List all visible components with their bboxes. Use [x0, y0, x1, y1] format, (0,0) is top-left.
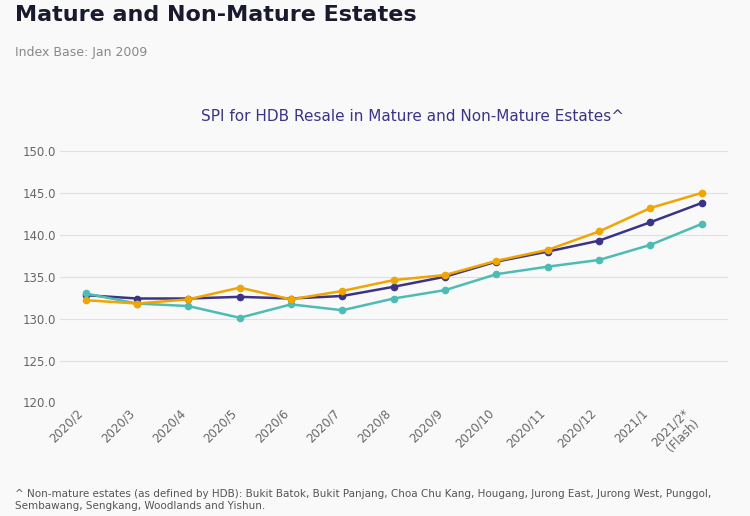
Text: ^ Non-mature estates (as defined by HDB): Bukit Batok, Bukit Panjang, Choa Chu K: ^ Non-mature estates (as defined by HDB)… — [15, 489, 711, 511]
Overall — [389, 284, 398, 290]
Mature Estates — [338, 307, 347, 313]
Mature Estates — [81, 291, 90, 297]
Mature Estates — [492, 271, 501, 277]
Overall — [286, 295, 296, 301]
Mature Estates — [698, 221, 706, 227]
Line: Non-mature Estates: Non-mature Estates — [82, 190, 705, 307]
Non-mature Estates — [236, 284, 244, 291]
Mature Estates — [543, 264, 552, 270]
Non-mature Estates — [286, 296, 296, 302]
Mature Estates — [389, 295, 398, 301]
Non-mature Estates — [543, 247, 552, 253]
Overall — [595, 237, 604, 244]
Mature Estates — [236, 315, 244, 321]
Line: Mature Estates: Mature Estates — [82, 221, 705, 321]
Overall — [543, 249, 552, 255]
Line: Overall: Overall — [82, 200, 705, 302]
Overall — [81, 292, 90, 298]
Non-mature Estates — [389, 277, 398, 283]
Mature Estates — [286, 301, 296, 308]
Overall — [184, 295, 193, 301]
Non-mature Estates — [698, 190, 706, 196]
Non-mature Estates — [646, 205, 655, 211]
Overall — [698, 200, 706, 206]
Overall — [646, 219, 655, 225]
Mature Estates — [184, 303, 193, 309]
Text: Mature and Non-Mature Estates: Mature and Non-Mature Estates — [15, 5, 417, 25]
Non-mature Estates — [440, 272, 449, 278]
Text: Index Base: Jan 2009: Index Base: Jan 2009 — [15, 46, 147, 59]
Non-mature Estates — [81, 297, 90, 303]
Overall — [133, 295, 142, 301]
Overall — [338, 293, 347, 299]
Overall — [236, 294, 244, 300]
Text: SPI for HDB Resale in Mature and Non-Mature Estates^: SPI for HDB Resale in Mature and Non-Mat… — [201, 109, 624, 124]
Non-mature Estates — [338, 288, 347, 294]
Mature Estates — [595, 257, 604, 263]
Non-mature Estates — [133, 300, 142, 307]
Non-mature Estates — [595, 229, 604, 235]
Non-mature Estates — [492, 257, 501, 264]
Mature Estates — [440, 287, 449, 293]
Mature Estates — [646, 241, 655, 248]
Overall — [492, 259, 501, 265]
Overall — [440, 273, 449, 280]
Non-mature Estates — [184, 296, 193, 302]
Mature Estates — [133, 300, 142, 307]
